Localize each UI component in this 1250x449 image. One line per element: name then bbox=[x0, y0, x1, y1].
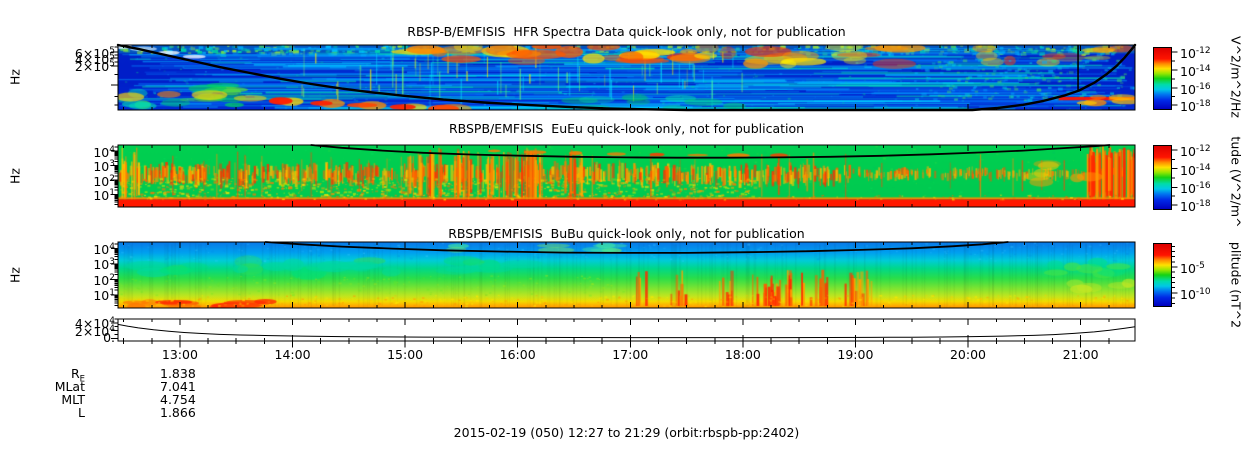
colorbar-tick-label: 10-16 bbox=[1180, 181, 1211, 197]
colorbar-unit-label-hfr: V^2/m^2/Hz bbox=[1228, 36, 1244, 118]
x-tick-label: 18:00 bbox=[724, 347, 761, 362]
ephemeris-label-mlt: MLT bbox=[61, 392, 85, 407]
y-tick-label: 103 bbox=[93, 257, 115, 273]
x-tick-label: 20:00 bbox=[949, 347, 987, 362]
x-tick-label: 21:00 bbox=[1062, 347, 1099, 362]
colorbar-unit-label-eueu: tude (V^2/m^ bbox=[1228, 136, 1244, 228]
y-axis-label-hz-bubu: Hz bbox=[7, 267, 23, 283]
panel3-title: RBSPB/EMFISIS BuBu quick-look only, not … bbox=[448, 226, 805, 241]
colorbar-tick-label: 10-5 bbox=[1180, 261, 1205, 277]
colorbar-tick-label: 10-14 bbox=[1180, 162, 1211, 178]
y-tick-label: 4×105 bbox=[74, 51, 115, 67]
eueu-colorbar bbox=[1153, 145, 1172, 210]
x-tick-label: 19:00 bbox=[837, 347, 874, 362]
y-axis-label-hz-hfr: Hz bbox=[7, 69, 23, 85]
hfr-colorbar bbox=[1153, 47, 1172, 110]
y-tick-label: 102 bbox=[93, 272, 115, 288]
ephemeris-label-re: RE bbox=[70, 366, 85, 385]
colorbar-ticks bbox=[1172, 51, 1178, 304]
colorbar-unit-label-bubu: plitude (nT^2 bbox=[1228, 241, 1244, 329]
eueu-spectrogram bbox=[118, 145, 1135, 207]
y-tick-label: 0. bbox=[103, 329, 115, 345]
ephemeris-value-mlt: 4.754 bbox=[160, 392, 196, 407]
y-tick-label: 2×104 bbox=[74, 324, 115, 340]
y-tick-label: 4×104 bbox=[74, 316, 115, 332]
colorbar-tick-label: 10-12 bbox=[1180, 144, 1211, 160]
figure-caption: 2015-02-19 (050) 12:27 to 21:29 (orbit:r… bbox=[453, 425, 800, 440]
hfr-spectrogram bbox=[118, 45, 1135, 110]
colorbar-tick-label: 10-10 bbox=[1180, 286, 1211, 303]
y-tick-label: 101 bbox=[93, 188, 115, 204]
y-tick-label: 2×105 bbox=[74, 59, 115, 75]
y-tick-label: 101 bbox=[93, 288, 115, 304]
bubu-colorbar bbox=[1153, 243, 1172, 307]
x-tick-label: 16:00 bbox=[499, 347, 536, 362]
y-tick-label: 6×105 bbox=[74, 45, 115, 61]
fce-line-plot bbox=[117, 323, 1136, 339]
y-tick-label: 102 bbox=[93, 173, 115, 189]
ephemeris-row-mlt: MLT 4.754 bbox=[0, 392, 320, 407]
ephemeris-value-mlat: 7.041 bbox=[160, 379, 196, 394]
panel2-title: RBSPB/EMFISIS EuEu quick-look only, not … bbox=[448, 121, 805, 136]
colorbar-tick-label: 10-12 bbox=[1180, 46, 1211, 62]
colorbar-tick-label: 10-18 bbox=[1180, 198, 1211, 214]
panel-border-4 bbox=[117, 318, 1136, 342]
colorbar-tick-label: 10-16 bbox=[1180, 81, 1211, 98]
x-tick-label: 15:00 bbox=[387, 347, 424, 362]
colorbar-tick-label: 10-14 bbox=[1180, 63, 1211, 80]
colorbar-tick-label: 10-18 bbox=[1180, 98, 1211, 115]
y-axis-label-hz-eueu: Hz bbox=[7, 168, 23, 184]
ephemeris-label-mlat: MLat bbox=[54, 379, 85, 394]
ephemeris-label-l: L bbox=[78, 405, 85, 420]
ephemeris-row-l: L 1.866 bbox=[0, 405, 320, 420]
panel1-title: RBSP-B/EMFISIS HFR Spectra Data quick-lo… bbox=[407, 24, 846, 39]
ephemeris-row-mlat: MLat 7.041 bbox=[0, 379, 320, 394]
x-tick-label: 13:00 bbox=[161, 347, 198, 362]
x-tick-label: 14:00 bbox=[274, 347, 311, 362]
ephemeris-row-re: RE 1.838 bbox=[0, 366, 320, 385]
y-tick-label: 104 bbox=[93, 144, 115, 160]
y-tick-label: 103 bbox=[93, 159, 115, 175]
y-tick-label: 104 bbox=[93, 242, 115, 258]
ephemeris-value-l: 1.866 bbox=[160, 405, 196, 420]
ephemeris-value-re: 1.838 bbox=[160, 366, 196, 381]
x-tick-label: 17:00 bbox=[612, 347, 649, 362]
bubu-spectrogram bbox=[118, 242, 1135, 308]
